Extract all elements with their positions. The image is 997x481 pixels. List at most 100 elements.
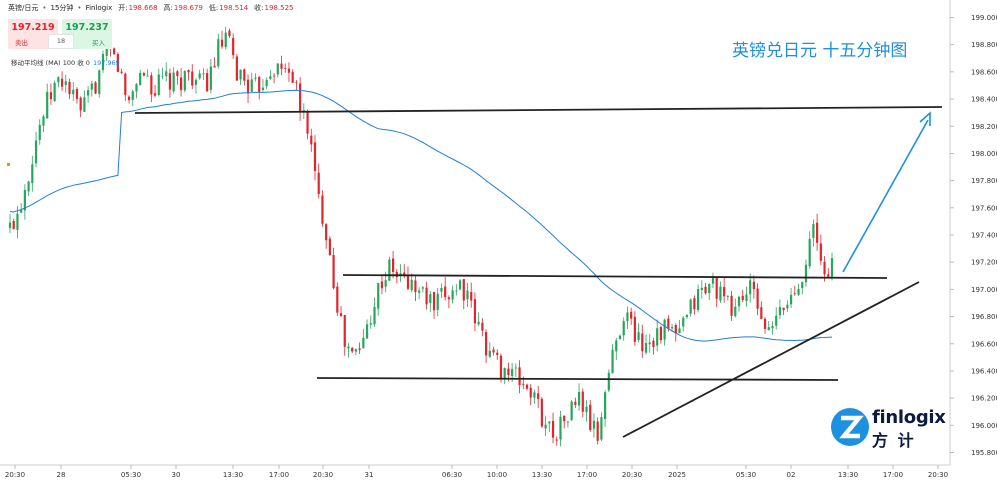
candle-body [365,324,369,339]
candle-body [544,424,547,429]
y-tick-label: 196.800 [971,313,997,321]
candle-body [522,383,525,385]
candle-body [715,277,718,299]
moving-average-line [9,89,833,342]
candle-body [369,323,372,325]
candle-body [737,296,741,307]
candle-body [187,70,190,73]
x-tick-label: 17:00 [577,471,597,479]
y-tick-label: 198.400 [971,96,997,104]
x-tick-label: 20:30 [5,471,25,479]
candle-body [168,73,172,90]
candle-body [592,420,596,429]
candle-body [492,349,495,353]
candle-body [161,75,164,77]
candle-body [611,349,614,374]
candle-body [812,223,815,238]
candle-body [496,352,499,355]
candle-body [444,286,447,298]
candle-body [150,75,153,95]
candle-body [600,417,603,440]
indicator-value: 197.969 [92,59,120,67]
projection-arrow-head [919,111,931,126]
candle-body [615,340,618,352]
high-key: 高: [163,4,173,12]
candle-body [228,30,231,37]
x-tick-label: 05:30 [736,471,756,479]
candle-body [704,286,707,294]
candle-body [440,287,443,292]
candle-body [574,401,577,405]
candle-body [131,91,134,100]
open-value: 198.668 [128,4,158,12]
candle-body [827,274,830,277]
open-key: 开: [118,4,128,12]
x-axis: 20:30 28 05:30 30 13:30 17:00 20:30 31 06:30 10:0… [0,464,950,479]
candle-body [685,314,689,318]
candle-body [79,97,82,111]
candle-body [272,75,276,77]
finlogix-logo: finlogix 方 计 [828,405,946,451]
timeframe-label: 15分钟 [50,4,74,12]
candle-body [793,293,796,295]
y-tick-label: 199.000 [971,14,997,22]
candle-body [64,81,67,86]
candle-body [700,287,703,291]
candle-body [90,83,93,90]
candle-body [258,76,261,92]
candle-body [127,96,131,101]
x-tick-label: 20:30 [313,471,333,479]
candle-body [176,71,179,77]
candle-body [377,283,380,309]
candle-body [682,317,685,327]
resistance-line-middle [342,274,888,279]
chart-header: 英镑/日元 • 15分钟 • Finlogix 开:198.668 高:198.… [8,4,294,12]
buy-label: 买入 [92,39,105,47]
candle-body [302,109,305,111]
candle-body [678,328,681,334]
y-tick-label: 195.800 [971,449,997,457]
candle-body [801,282,804,289]
candle-body [771,326,774,329]
candle-body [652,340,655,348]
indicator-legend[interactable]: 移动平均线 (MA) 100 收 0 197.969 [11,57,120,67]
candle-body [224,32,227,48]
indicator-label: 移动平均线 (MA) 100 收 0 [11,59,90,67]
x-tick-label: 13:30 [532,471,552,479]
candle-body [276,63,279,75]
candle-body [254,77,257,79]
candle-body [72,89,75,95]
candle-body [351,347,354,352]
support-line-lower [316,377,839,381]
candle-body [336,286,339,313]
candle-body [46,91,49,119]
candle-body [514,367,517,369]
candle-body [232,37,235,56]
candle-body [745,294,748,301]
candle-body [31,164,34,184]
x-tick-label: 2025 [668,471,686,479]
candle-body [146,75,149,77]
candle-body [172,72,175,92]
y-tick-label: 197.600 [971,204,997,212]
candle-body [243,69,246,81]
candle-body [473,299,477,324]
candle-body [124,73,127,95]
candle-body [648,342,651,345]
candle-body [548,421,551,424]
candle-body [339,313,343,316]
candle-body [711,277,715,284]
candle-body [16,213,19,230]
candle-body [191,71,194,86]
candle-body [577,392,581,406]
spread-value: 18 [48,34,74,49]
candle-body [741,295,744,301]
candle-body [246,79,250,94]
projection-arrow [842,119,929,273]
candle-body [559,416,562,440]
marker-dot [7,163,10,166]
candle-body [60,78,64,87]
candle-body [507,368,510,376]
buy-price: 197.237 [65,22,109,33]
